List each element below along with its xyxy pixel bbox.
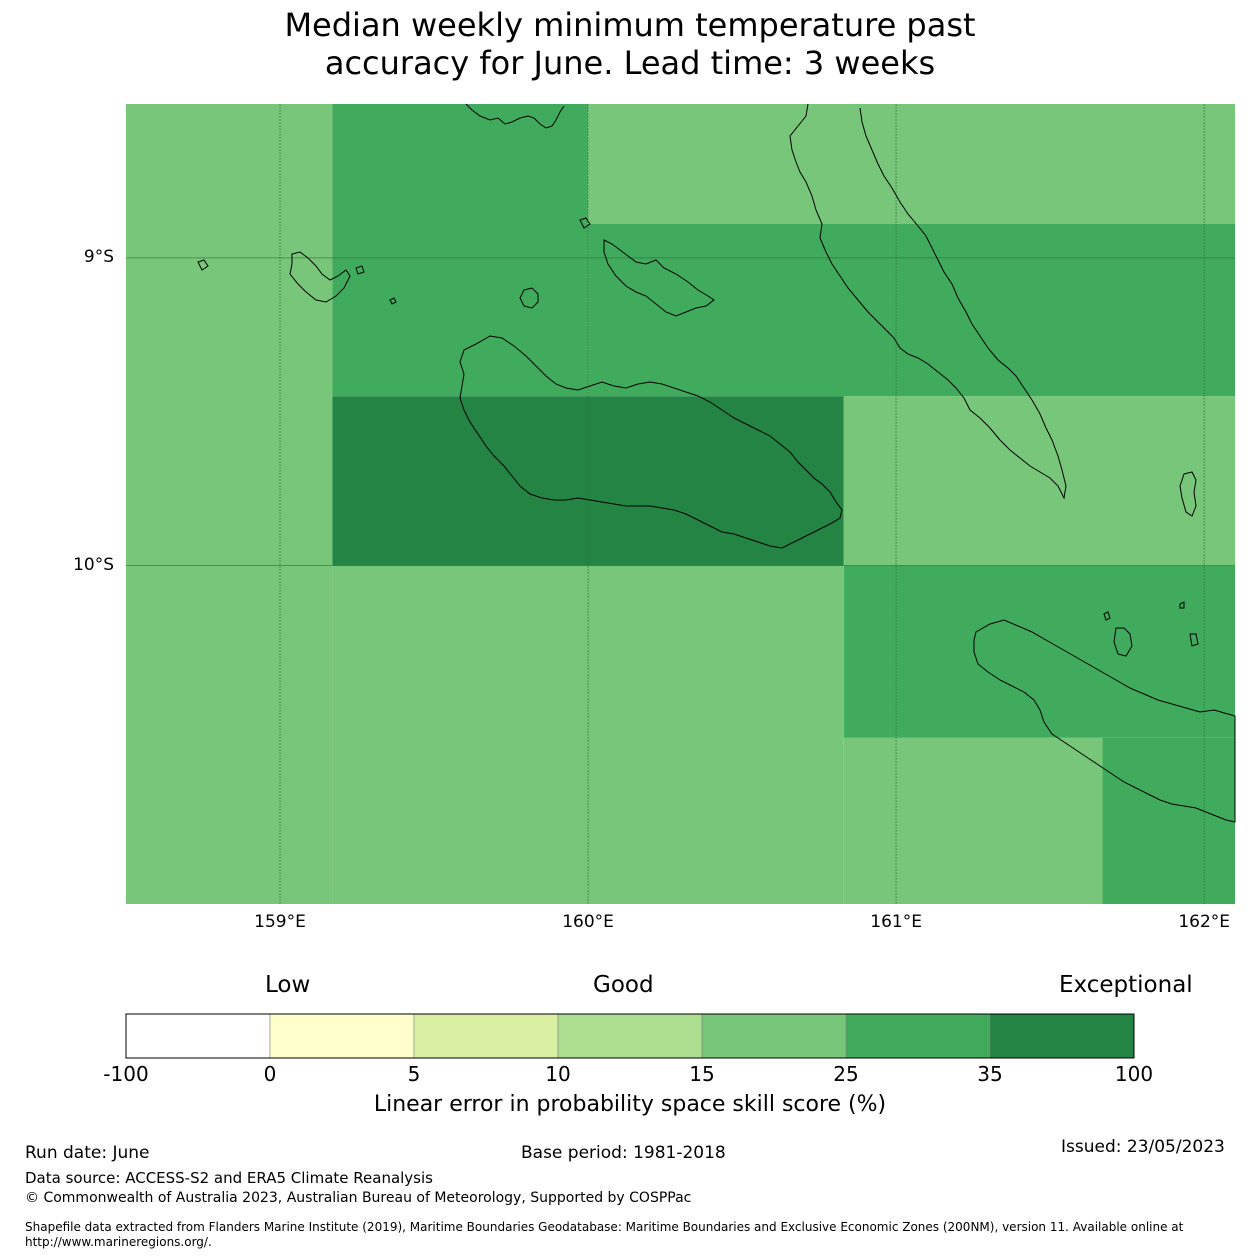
coastline-makira <box>973 619 1236 823</box>
coastline-guadalcanal <box>459 335 843 549</box>
latitude-tick-label: 10°S <box>73 554 114 575</box>
colorbar-tick-label: -100 <box>103 1062 149 1086</box>
colorbar-swatches <box>125 1013 1135 1059</box>
colorbar-tick-label: 35 <box>977 1062 1003 1086</box>
map-title-line2: accuracy for June. Lead time: 3 weeks <box>324 44 936 82</box>
grid-cell <box>332 104 589 397</box>
colorbar-outline <box>125 1013 1135 1059</box>
grid-cell <box>1102 737 1235 904</box>
run-date: Run date: June <box>25 1143 150 1163</box>
coastline-island-east-4 <box>1179 601 1185 609</box>
grid-cell <box>588 224 1235 397</box>
latitude-tick-label: 9°S <box>83 246 114 267</box>
base-period: Base period: 1981-2018 <box>521 1143 726 1163</box>
coastline-florida-islands <box>603 239 715 317</box>
data-source: Data source: ACCESS-S2 and ERA5 Climate … <box>25 1169 433 1187</box>
shapefile-credit-line1: Shapefile data extracted from Flanders M… <box>25 1220 1184 1234</box>
grid-cell <box>332 565 844 904</box>
graticule <box>126 104 1235 904</box>
grid-cell <box>843 737 1103 904</box>
coastline-island-east-1 <box>1179 471 1197 517</box>
coastline-malaita <box>789 103 1067 500</box>
colorbar-tick-label: 10 <box>545 1062 571 1086</box>
grid-cell <box>843 396 1235 566</box>
coastline-small-island-4 <box>579 217 591 229</box>
longitude-tick-label: 162°E <box>1178 912 1231 932</box>
colorbar-tick-label: 25 <box>833 1062 859 1086</box>
coastline-savo <box>519 287 539 309</box>
grid-cell <box>126 104 333 904</box>
longitude-tick-label: 161°E <box>870 912 922 932</box>
coastline-small-island-3 <box>389 297 397 305</box>
longitude-tick-label: 159°E <box>254 912 306 932</box>
coastlines <box>197 103 1236 823</box>
map-title-line1: Median weekly minimum temperature past <box>284 6 976 44</box>
coastline-top-left <box>465 103 565 129</box>
colorbar-tick-label: 5 <box>407 1062 421 1086</box>
colorbar-swatch <box>125 1013 271 1059</box>
coastline-russell-islands <box>289 251 351 303</box>
colorbar-swatch <box>989 1013 1135 1059</box>
copyright: © Commonwealth of Australia 2023, Austra… <box>25 1190 692 1206</box>
colorbar-label-exceptional: Exceptional <box>1059 972 1193 998</box>
colorbar-title: Linear error in probability space skill … <box>373 1092 887 1117</box>
colorbar-swatch <box>413 1013 559 1059</box>
coastline-island-east-3 <box>1113 627 1133 657</box>
grid-cell <box>588 104 1235 224</box>
coastline-island-east-2 <box>1103 611 1111 621</box>
colorbar-swatch <box>701 1013 847 1059</box>
colorbar-tick-label: 15 <box>689 1062 715 1086</box>
coastline-small-island-2 <box>355 265 365 275</box>
colorbar-label-low: Low <box>265 972 311 998</box>
map-title: Median weekly minimum temperature past a… <box>0 6 1260 82</box>
shapefile-credit: Shapefile data extracted from Flanders M… <box>25 1220 1240 1250</box>
issued-date: Issued: 23/05/2023 <box>1061 1137 1225 1157</box>
colorbar-tick-label: 100 <box>1114 1062 1154 1086</box>
colorbar-swatch <box>557 1013 703 1059</box>
colorbar-label-good: Good <box>593 972 654 998</box>
coastline-small-island-west <box>197 259 209 271</box>
coastline-island-east-5 <box>1189 633 1199 647</box>
shapefile-credit-line2: http://www.marineregions.org/. <box>25 1235 212 1249</box>
grid-cell <box>332 396 844 566</box>
colorbar-swatch <box>269 1013 415 1059</box>
colorbar-tick-label: 0 <box>263 1062 277 1086</box>
colorbar-swatch <box>845 1013 991 1059</box>
longitude-tick-label: 160°E <box>562 912 614 932</box>
